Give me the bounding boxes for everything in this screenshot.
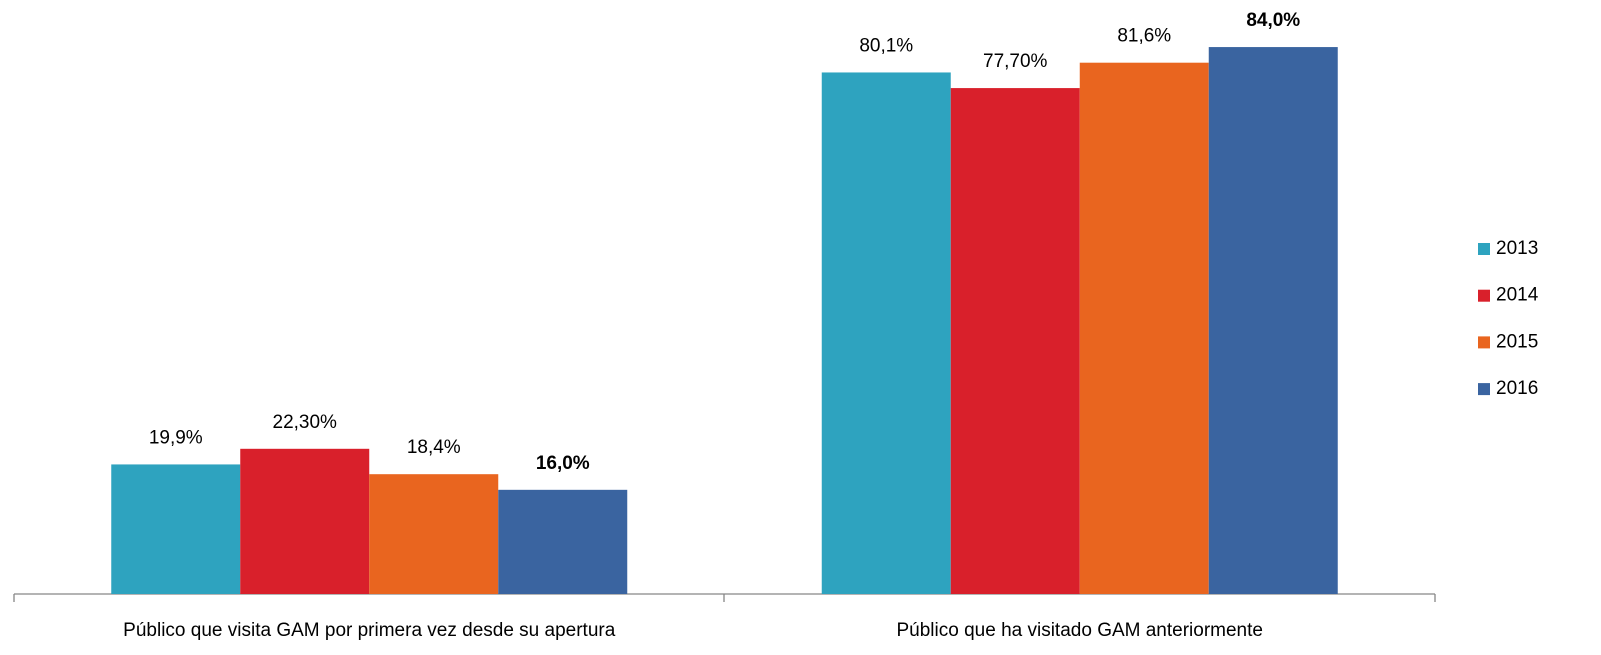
legend-label: 2015 [1496,331,1538,352]
data-label: 16,0% [536,453,590,474]
bar [498,489,628,594]
data-label: 80,1% [859,35,913,56]
data-label: 77,70% [983,51,1048,72]
legend-swatch [1478,383,1490,396]
data-label: 81,6% [1117,26,1171,47]
bar [1079,62,1209,594]
legend-swatch [1478,336,1490,349]
bar [821,72,951,594]
bar [1208,47,1338,595]
legend-label: 2016 [1496,378,1538,399]
bar [369,474,499,594]
data-label: 22,30% [273,412,338,433]
legend-swatch [1478,243,1490,255]
legend-swatch [1478,289,1490,302]
bar [950,88,1080,594]
bar [240,448,370,594]
x-tick-label: Público que visita GAM por primera vez d… [123,620,616,641]
data-label: 84,0% [1246,10,1300,31]
data-label: 18,4% [407,437,461,458]
x-tick-label: Público que ha visitado GAM anteriorment… [897,620,1263,641]
legend-label: 2014 [1496,285,1539,306]
bar [111,464,241,594]
legend-label: 2013 [1496,238,1538,259]
data-label: 19,9% [149,427,203,448]
